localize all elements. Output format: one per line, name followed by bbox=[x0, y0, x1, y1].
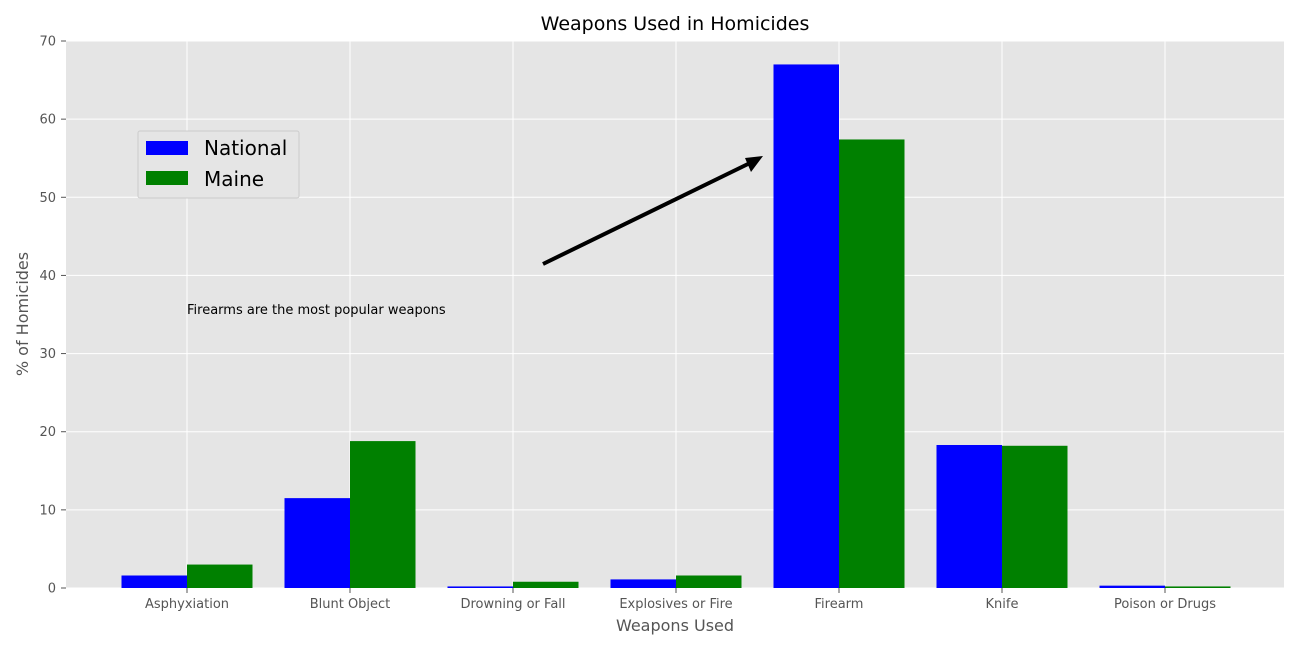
y-axis: 0 10 20 30 40 50 60 70 bbox=[39, 35, 66, 597]
legend-swatch-maine bbox=[146, 171, 188, 185]
x-tick-label: Poison or Drugs bbox=[1114, 597, 1216, 612]
y-tick-label: 70 bbox=[39, 35, 56, 50]
y-tick-label: 30 bbox=[39, 347, 56, 362]
legend-label-maine: Maine bbox=[204, 167, 264, 191]
bar-maine bbox=[676, 575, 742, 588]
bar-national bbox=[447, 586, 513, 588]
legend: National Maine bbox=[137, 130, 300, 199]
y-tick-label: 10 bbox=[39, 503, 56, 518]
bar-national bbox=[773, 64, 839, 588]
bar-maine bbox=[513, 581, 579, 588]
x-tick-label: Explosives or Fire bbox=[619, 597, 732, 612]
y-tick-label: 20 bbox=[39, 425, 56, 440]
bar-national bbox=[610, 579, 676, 588]
x-tick-label: Blunt Object bbox=[310, 597, 391, 612]
bar-national bbox=[121, 575, 187, 588]
bar-maine bbox=[1165, 586, 1231, 588]
legend-item-maine: Maine bbox=[146, 167, 264, 191]
x-axis-label: Weapons Used bbox=[616, 616, 734, 635]
y-axis-label: % of Homicides bbox=[13, 252, 32, 376]
y-tick-label: 60 bbox=[39, 113, 56, 128]
bar-maine bbox=[187, 564, 253, 588]
bar-national bbox=[284, 498, 350, 588]
bar-maine bbox=[839, 139, 905, 588]
legend-item-national: National bbox=[146, 136, 287, 160]
y-tick-label: 50 bbox=[39, 191, 56, 206]
x-tick-label: Firearm bbox=[815, 597, 864, 612]
bar-maine bbox=[1002, 445, 1068, 588]
x-tick-label: Drowning or Fall bbox=[460, 597, 565, 612]
legend-label-national: National bbox=[204, 136, 287, 160]
y-tick-label: 40 bbox=[39, 269, 56, 284]
bars bbox=[121, 64, 1231, 588]
y-tick-label: 0 bbox=[48, 582, 56, 597]
bar-maine bbox=[350, 441, 416, 588]
annotation-arrow bbox=[542, 156, 763, 266]
legend-swatch-national bbox=[146, 141, 188, 155]
chart-title: Weapons Used in Homicides bbox=[541, 13, 810, 35]
bar-national bbox=[936, 444, 1002, 588]
x-axis: Asphyxiation Blunt Object Drowning or Fall… bbox=[145, 588, 1216, 612]
bar-national bbox=[1099, 585, 1165, 588]
x-tick-label: Knife bbox=[986, 597, 1019, 612]
x-tick-label: Asphyxiation bbox=[145, 597, 229, 612]
annotation-text: Firearms are the most popular weapons bbox=[187, 303, 446, 318]
